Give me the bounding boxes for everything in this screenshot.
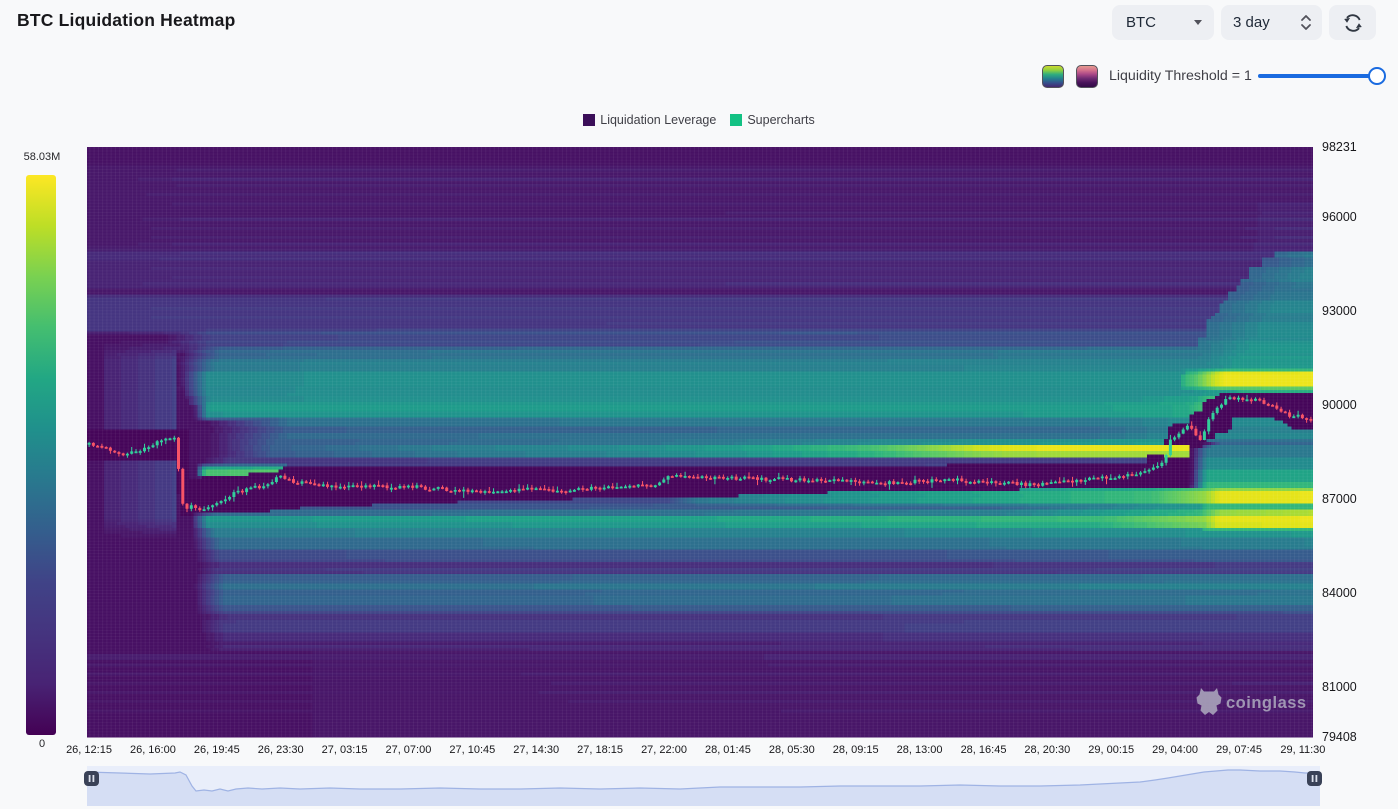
svg-text:coinglass: coinglass: [1226, 694, 1307, 712]
